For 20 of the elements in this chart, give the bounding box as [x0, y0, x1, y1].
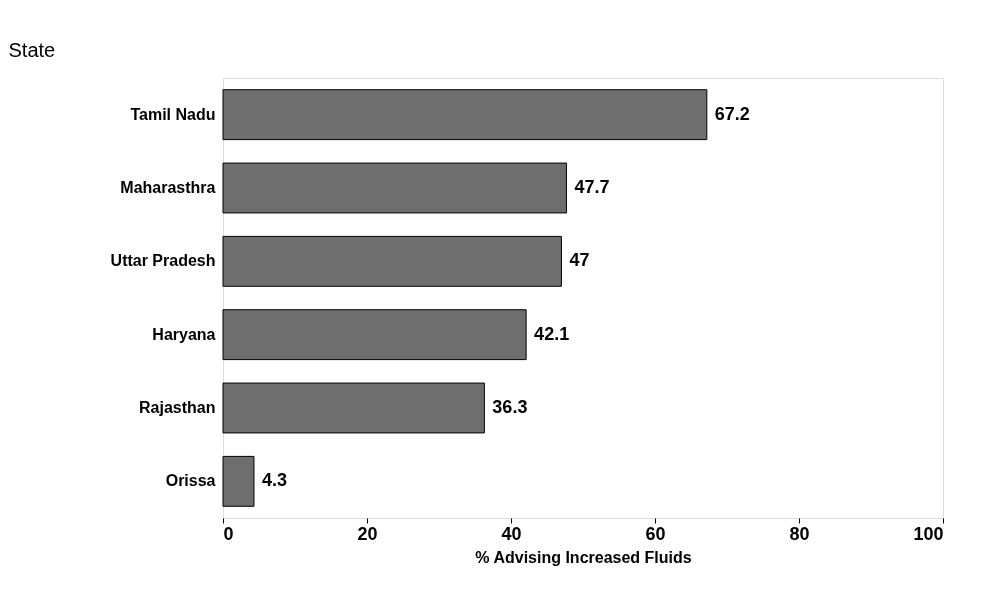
data-label: 36.3	[492, 397, 528, 417]
y-tick-label: Tamil Nadu	[130, 105, 216, 123]
y-tick-label: Rajasthan	[139, 399, 216, 416]
data-label: 47.7	[574, 177, 610, 197]
x-axis-title: % Advising Increased Fluids	[475, 548, 692, 566]
x-tick-label: 60	[645, 523, 666, 544]
x-tick-label: 20	[357, 523, 378, 544]
y-tick-label: Maharasthra	[120, 179, 216, 196]
x-tick-label: 80	[789, 523, 810, 544]
x-tick-label: 100	[913, 523, 944, 544]
x-tick-label: 0	[223, 523, 234, 544]
x-tick-label: 40	[501, 523, 522, 544]
data-label: 4.3	[261, 470, 287, 491]
y-tick-label: Orissa	[165, 472, 216, 490]
data-label: 47	[569, 250, 590, 271]
y-axis-title: State	[8, 38, 56, 61]
data-label: 67.2	[714, 103, 750, 124]
data-label: 42.1	[534, 323, 570, 344]
y-tick-label: Uttar Pradesh	[110, 252, 216, 270]
y-tick-label: Haryana	[152, 325, 216, 343]
